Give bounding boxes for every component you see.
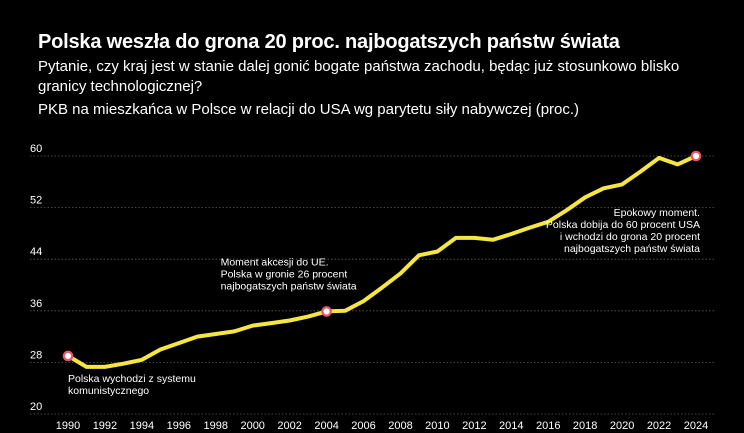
x-tick-label: 2004 xyxy=(314,420,338,432)
x-tick-label: 1994 xyxy=(130,420,154,432)
annotation-line: Epokowy moment. xyxy=(614,207,700,219)
chart-subtitle: Pytanie, czy kraj jest w stanie dalej go… xyxy=(38,58,680,95)
y-tick-label: 44 xyxy=(30,246,42,258)
x-tick-label: 2020 xyxy=(610,420,634,432)
x-tick-label: 2002 xyxy=(277,420,301,432)
annotation: Moment akcesji do UE. Polska w gronie 26 … xyxy=(221,256,357,292)
x-tick-label: 2010 xyxy=(425,420,449,432)
data-point-marker xyxy=(62,350,74,362)
annotation-line: Polska wychodzi z systemu xyxy=(68,373,196,385)
x-tick-label: 2016 xyxy=(536,420,560,432)
annotation-line: Moment akcesji do UE. xyxy=(221,256,329,268)
x-tick-label: 2006 xyxy=(351,420,375,432)
x-tick-label: 1990 xyxy=(56,420,80,432)
x-tick-label: 2008 xyxy=(388,420,412,432)
y-tick-label: 52 xyxy=(30,195,42,207)
annotation: Epokowy moment. Polska dobija do 60 proce… xyxy=(546,207,700,255)
y-tick-label: 36 xyxy=(30,298,42,310)
x-tick-label: 2000 xyxy=(240,420,264,432)
data-point-marker xyxy=(321,306,332,317)
x-tick-label: 2022 xyxy=(647,420,671,432)
x-tick-label: 1992 xyxy=(93,420,117,432)
annotation-line: komunistycznego xyxy=(68,385,149,397)
chart-measure-label: PKB na mieszkańca w Polsce w relacji do … xyxy=(38,101,580,118)
x-tick-label: 1998 xyxy=(204,420,228,432)
x-tick-label: 1996 xyxy=(167,420,191,432)
annotation-line: Polska w gronie 26 procent xyxy=(221,268,348,280)
chart-header: Polska weszła do grona 20 proc. najbogat… xyxy=(38,30,738,120)
x-tick-label: 2018 xyxy=(573,420,597,432)
annotation: Polska wychodzi z systemu komunistycznego xyxy=(68,373,196,397)
annotation-line: najbogatszych państw świata xyxy=(221,280,357,292)
y-tick-label: 20 xyxy=(30,401,42,413)
chart-title: Polska weszła do grona 20 proc. najbogat… xyxy=(38,31,620,53)
annotation-line: Polska dobija do 60 procent USA xyxy=(546,219,700,231)
y-tick-label: 60 xyxy=(30,143,42,155)
x-tick-label: 2012 xyxy=(462,420,486,432)
annotation-line: i wchodzi do grona 20 procent xyxy=(560,231,700,243)
annotation-line: najbogatszych państw świata xyxy=(564,243,700,255)
data-point-marker xyxy=(690,150,702,162)
x-tick-label: 2024 xyxy=(684,420,708,432)
x-tick-label: 2014 xyxy=(499,420,523,432)
series-line xyxy=(66,154,698,369)
y-tick-label: 28 xyxy=(30,349,42,361)
